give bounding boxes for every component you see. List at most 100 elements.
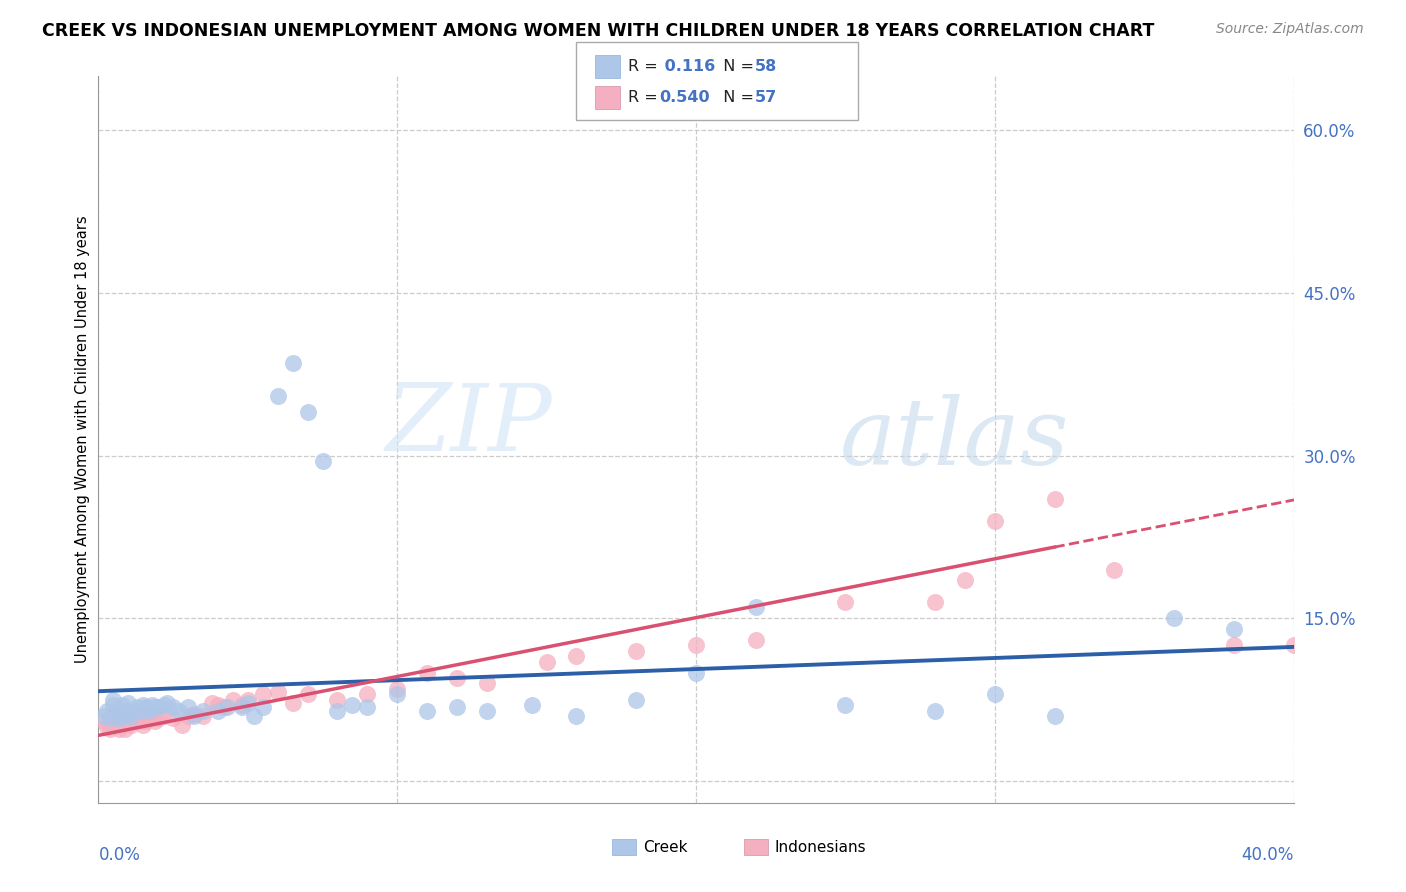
Point bbox=[117, 704, 139, 718]
Point bbox=[127, 714, 149, 729]
Point bbox=[143, 714, 166, 729]
Point bbox=[297, 687, 319, 701]
FancyBboxPatch shape bbox=[613, 839, 637, 855]
Point bbox=[1163, 611, 1185, 625]
Point bbox=[141, 698, 163, 713]
Point bbox=[231, 700, 253, 714]
Text: N =: N = bbox=[713, 60, 759, 74]
Point bbox=[96, 704, 118, 718]
Text: 0.0%: 0.0% bbox=[98, 847, 141, 864]
Point bbox=[148, 711, 170, 725]
Point bbox=[153, 698, 176, 713]
Point bbox=[124, 704, 146, 718]
Point bbox=[416, 704, 439, 718]
Point bbox=[1223, 639, 1246, 653]
Point bbox=[167, 704, 190, 718]
Point bbox=[103, 717, 125, 731]
Point bbox=[565, 709, 588, 723]
Point bbox=[103, 692, 125, 706]
Point bbox=[138, 704, 160, 718]
Point bbox=[108, 722, 131, 736]
Point bbox=[132, 698, 155, 713]
Text: N =: N = bbox=[713, 90, 759, 104]
Point bbox=[267, 389, 290, 403]
Point bbox=[1043, 709, 1066, 723]
Point bbox=[446, 671, 468, 685]
Point bbox=[162, 711, 184, 725]
Point bbox=[745, 633, 768, 648]
Point bbox=[475, 676, 498, 690]
Point bbox=[141, 709, 163, 723]
Point bbox=[143, 700, 166, 714]
Point bbox=[342, 698, 364, 713]
Point bbox=[416, 665, 439, 680]
Point bbox=[138, 711, 160, 725]
Point bbox=[135, 700, 157, 714]
Point bbox=[148, 700, 170, 714]
Point bbox=[111, 704, 134, 718]
Text: Source: ZipAtlas.com: Source: ZipAtlas.com bbox=[1216, 22, 1364, 37]
Point bbox=[191, 704, 214, 718]
Point bbox=[98, 722, 122, 736]
Point bbox=[626, 644, 648, 658]
Point bbox=[297, 405, 319, 419]
Point bbox=[177, 709, 200, 723]
Point bbox=[172, 717, 194, 731]
Point bbox=[207, 704, 229, 718]
Point bbox=[103, 709, 125, 723]
Point bbox=[685, 665, 707, 680]
Point bbox=[207, 698, 229, 713]
Point bbox=[93, 709, 115, 723]
Point bbox=[127, 700, 149, 714]
Point bbox=[281, 356, 304, 370]
Point bbox=[446, 700, 468, 714]
Text: R =: R = bbox=[628, 90, 664, 104]
Point bbox=[135, 714, 157, 729]
Point bbox=[108, 709, 131, 723]
Point bbox=[984, 514, 1007, 528]
Point bbox=[153, 709, 176, 723]
Point bbox=[475, 704, 498, 718]
Point bbox=[120, 717, 142, 731]
Point bbox=[111, 698, 134, 713]
Point bbox=[924, 704, 946, 718]
Point bbox=[129, 709, 152, 723]
Point bbox=[162, 700, 184, 714]
Point bbox=[177, 700, 200, 714]
Point bbox=[212, 700, 235, 714]
Point bbox=[105, 714, 128, 729]
Point bbox=[252, 700, 274, 714]
Point bbox=[267, 685, 290, 699]
Point bbox=[953, 574, 976, 588]
Point bbox=[105, 704, 128, 718]
Point bbox=[626, 692, 648, 706]
Point bbox=[124, 711, 146, 725]
Text: atlas: atlas bbox=[839, 394, 1069, 484]
Text: R =: R = bbox=[628, 60, 664, 74]
Point bbox=[326, 692, 349, 706]
Point bbox=[1043, 491, 1066, 506]
Point bbox=[281, 696, 304, 710]
Point bbox=[924, 595, 946, 609]
Point bbox=[183, 706, 205, 721]
Point bbox=[103, 698, 125, 713]
Y-axis label: Unemployment Among Women with Children Under 18 years: Unemployment Among Women with Children U… bbox=[75, 216, 90, 663]
Point bbox=[536, 655, 558, 669]
Point bbox=[685, 639, 707, 653]
Point bbox=[356, 687, 378, 701]
Point bbox=[1104, 562, 1126, 576]
Point bbox=[156, 696, 179, 710]
Point bbox=[231, 698, 253, 713]
Point bbox=[834, 698, 856, 713]
Point bbox=[385, 687, 409, 701]
Point bbox=[243, 709, 266, 723]
Point bbox=[98, 711, 122, 725]
Text: ZIP: ZIP bbox=[385, 380, 553, 470]
Point bbox=[120, 709, 142, 723]
Point bbox=[183, 709, 205, 723]
Point bbox=[108, 711, 131, 725]
Text: 57: 57 bbox=[755, 90, 778, 104]
FancyBboxPatch shape bbox=[744, 839, 768, 855]
Point bbox=[252, 687, 274, 701]
Point bbox=[222, 692, 245, 706]
